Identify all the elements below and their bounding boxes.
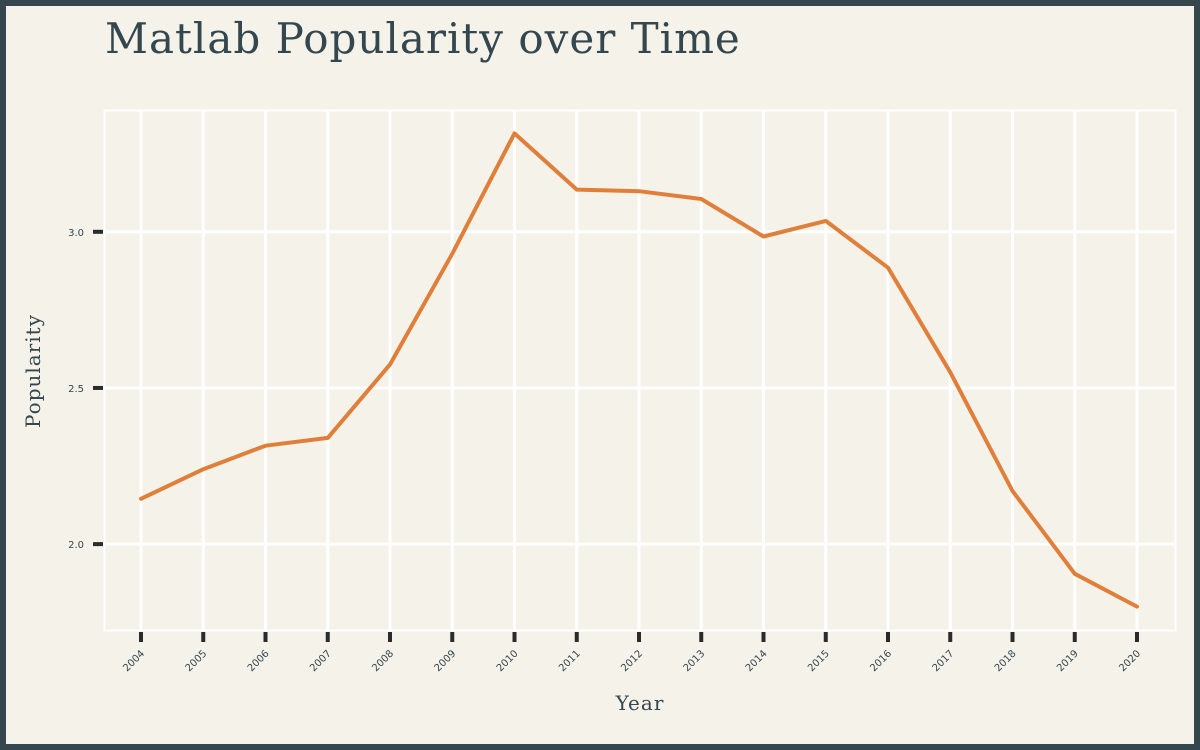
- x-tick-label: 2007: [308, 648, 334, 674]
- x-tick-label: 2010: [495, 648, 521, 674]
- x-tick-label: 2013: [682, 648, 708, 674]
- gridlines: [104, 110, 1175, 630]
- x-tick-label: 2018: [993, 648, 1019, 674]
- chart-title: Matlab Popularity over Time: [105, 14, 741, 63]
- x-tick-label: 2016: [868, 648, 894, 674]
- x-tick-label: 2006: [246, 648, 272, 674]
- axis-ticks: [93, 229, 1139, 642]
- x-tick-label: 2009: [433, 648, 459, 674]
- x-tick-label: 2004: [121, 648, 147, 674]
- x-tick-label: 2011: [557, 648, 583, 674]
- x-tick-label: 2008: [370, 648, 396, 674]
- y-tick-label: 3.0: [68, 228, 84, 239]
- x-tick-label: 2014: [744, 648, 770, 674]
- y-tick-labels: 2.0 2.5 3.0: [68, 228, 84, 551]
- y-tick-label: 2.5: [68, 384, 84, 395]
- y-axis-title: Popularity: [21, 314, 45, 428]
- series-line: [139, 131, 1139, 609]
- x-tick-label: 2012: [619, 648, 645, 674]
- x-tick-label: 2015: [806, 648, 832, 674]
- x-tick-label: 2019: [1055, 648, 1081, 674]
- x-axis-title: Year: [615, 691, 665, 715]
- x-tick-labels: 2004 2005 2006 2007 2008 2009 2010 2011 2012 2013…: [121, 648, 1143, 674]
- y-tick-label: 2.0: [68, 540, 84, 551]
- x-tick-label: 2017: [931, 648, 957, 674]
- x-tick-label: 2020: [1117, 648, 1143, 674]
- x-tick-label: 2005: [184, 648, 210, 674]
